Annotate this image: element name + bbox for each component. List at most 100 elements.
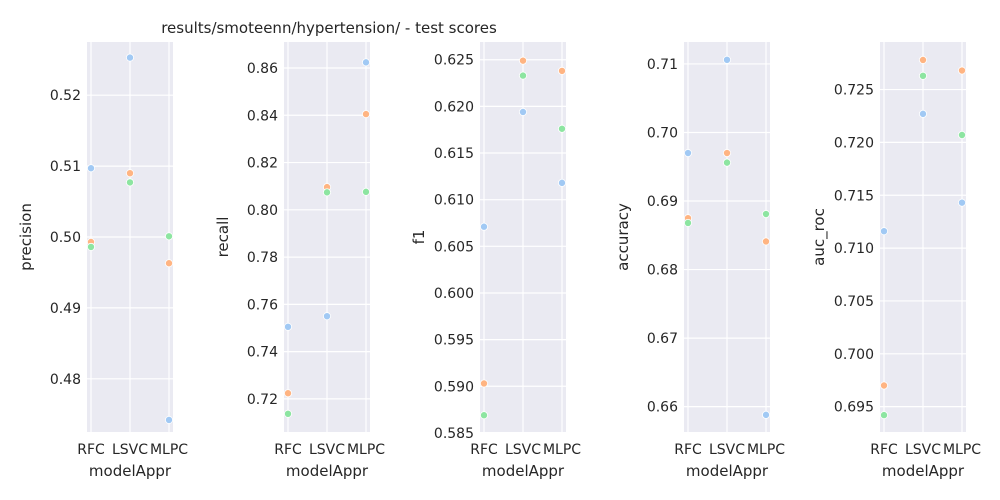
chart-title: results/smoteenn/hypertension/ - test sc…: [161, 19, 497, 37]
y-tick-label: 0.71: [647, 57, 678, 73]
data-point: [723, 158, 732, 167]
data-point: [958, 131, 967, 140]
data-point: [479, 411, 488, 420]
data-point: [958, 66, 967, 75]
data-point: [479, 379, 488, 388]
panel-accuracy: 0.66 0.67 0.68 0.69 0.70 0.71 RFC LSVC MLPC model…: [614, 42, 785, 480]
panel-auc_roc: 0.695 0.700 0.705 0.710 0.715 0.720 0.725 RFC LS…: [810, 42, 981, 480]
y-axis-label: f1: [410, 230, 428, 245]
x-tick-label: LSVC: [309, 442, 345, 458]
x-axis-label: modelAppr: [89, 462, 172, 480]
data-point: [880, 227, 889, 236]
data-point: [880, 381, 889, 390]
y-tick-label: 0.51: [50, 159, 81, 175]
data-point: [762, 237, 771, 246]
data-point: [723, 55, 732, 64]
data-point: [126, 169, 135, 178]
y-tick-label: 0.80: [247, 203, 278, 219]
data-point: [126, 178, 135, 187]
data-point: [558, 124, 567, 133]
data-point: [723, 149, 732, 158]
y-tick-label: 0.67: [647, 331, 678, 347]
x-tick-label: MLPC: [943, 442, 981, 458]
data-point: [283, 322, 292, 331]
data-point: [126, 53, 135, 62]
data-point: [87, 164, 96, 173]
y-tick-label: 0.76: [247, 297, 278, 313]
y-tick-label: 0.585: [434, 426, 474, 442]
data-point: [361, 58, 370, 67]
data-point: [919, 71, 928, 80]
y-tick-label: 0.705: [834, 294, 874, 310]
data-point: [361, 110, 370, 119]
data-point: [762, 410, 771, 419]
data-point: [684, 149, 693, 158]
y-tick-label: 0.605: [434, 239, 474, 255]
y-tick-label: 0.50: [50, 230, 81, 246]
x-axis-label: modelAppr: [686, 462, 769, 480]
data-point: [164, 232, 173, 241]
data-point: [880, 411, 889, 420]
y-tick-label: 0.600: [434, 286, 474, 302]
y-tick-label: 0.68: [647, 263, 678, 279]
data-point: [762, 210, 771, 219]
panel-precision: 0.48 0.49 0.50 0.51 0.52 RFC LSVC MLPC modelAppr…: [17, 42, 188, 480]
data-point: [164, 259, 173, 268]
y-tick-label: 0.72: [247, 392, 278, 408]
y-axis-label: precision: [17, 203, 35, 271]
y-tick-label: 0.720: [834, 135, 874, 151]
data-point: [87, 242, 96, 251]
y-tick-label: 0.66: [647, 400, 678, 416]
x-tick-label: MLPC: [347, 442, 385, 458]
x-tick-label: RFC: [77, 442, 105, 458]
data-point: [164, 415, 173, 424]
y-tick-label: 0.710: [834, 241, 874, 257]
data-point: [361, 187, 370, 196]
y-tick-label: 0.48: [50, 372, 81, 388]
y-tick-label: 0.74: [247, 345, 278, 361]
y-tick-label: 0.615: [434, 146, 474, 162]
data-point: [684, 218, 693, 227]
y-tick-label: 0.69: [647, 194, 678, 210]
x-axis-label: modelAppr: [286, 462, 369, 480]
y-tick-label: 0.695: [834, 400, 874, 416]
x-tick-label: RFC: [674, 442, 702, 458]
y-axis-label: auc_roc: [810, 208, 829, 266]
x-axis-label: modelAppr: [482, 462, 565, 480]
data-point: [322, 312, 331, 321]
y-tick-label: 0.610: [434, 193, 474, 209]
data-point: [479, 222, 488, 231]
x-axis-label: modelAppr: [882, 462, 965, 480]
data-point: [558, 66, 567, 75]
y-axis-label: recall: [214, 217, 232, 258]
y-tick-label: 0.725: [834, 83, 874, 99]
panel-recall: 0.72 0.74 0.76 0.78 0.80 0.82 0.84 0.86 RFC LSVC M…: [214, 42, 385, 480]
x-tick-label: LSVC: [505, 442, 541, 458]
y-tick-label: 0.86: [247, 61, 278, 77]
panel-f1: 0.585 0.590 0.595 0.600 0.605 0.610 0.615 0.620…: [410, 42, 581, 480]
x-tick-label: LSVC: [905, 442, 941, 458]
y-axis-label: accuracy: [614, 203, 632, 271]
y-tick-label: 0.715: [834, 188, 874, 204]
y-tick-label: 0.49: [50, 301, 81, 317]
data-point: [958, 198, 967, 207]
y-tick-label: 0.84: [247, 108, 278, 124]
data-point: [919, 109, 928, 118]
x-tick-label: LSVC: [112, 442, 148, 458]
x-tick-label: MLPC: [543, 442, 581, 458]
y-tick-label: 0.595: [434, 333, 474, 349]
x-tick-label: LSVC: [709, 442, 745, 458]
data-point: [558, 178, 567, 187]
y-tick-label: 0.78: [247, 250, 278, 266]
x-tick-label: RFC: [274, 442, 302, 458]
y-tick-label: 0.70: [647, 125, 678, 141]
y-tick-label: 0.620: [434, 99, 474, 115]
y-tick-label: 0.82: [247, 156, 278, 172]
x-tick-label: RFC: [470, 442, 498, 458]
data-point: [519, 107, 528, 116]
data-point: [919, 55, 928, 64]
data-point: [283, 389, 292, 398]
y-tick-label: 0.625: [434, 53, 474, 69]
